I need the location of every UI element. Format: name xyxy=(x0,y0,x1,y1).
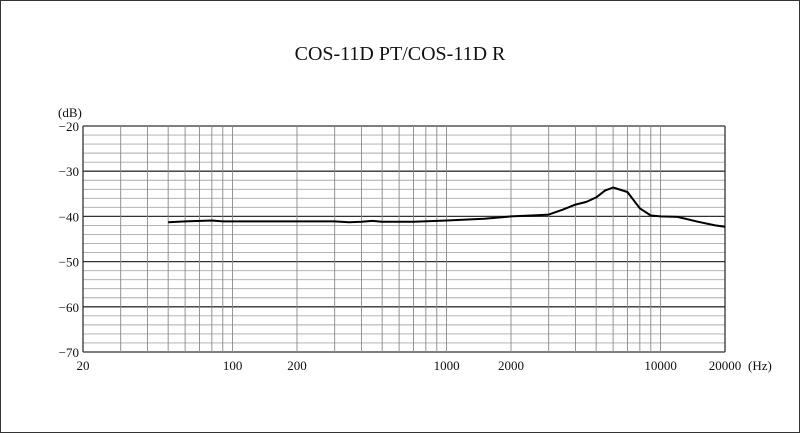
svg-text:20: 20 xyxy=(77,358,90,373)
svg-text:20000: 20000 xyxy=(709,358,742,373)
svg-text:−20: −20 xyxy=(59,119,79,134)
grid xyxy=(82,125,726,353)
svg-text:100: 100 xyxy=(223,358,243,373)
x-axis-unit: (Hz) xyxy=(748,358,772,373)
svg-text:200: 200 xyxy=(287,358,307,373)
svg-text:−30: −30 xyxy=(59,164,79,179)
svg-text:−60: −60 xyxy=(59,300,79,315)
svg-text:−50: −50 xyxy=(59,255,79,270)
svg-text:−40: −40 xyxy=(59,209,79,224)
svg-text:2000: 2000 xyxy=(498,358,524,373)
svg-text:10000: 10000 xyxy=(644,358,677,373)
svg-text:−70: −70 xyxy=(59,345,79,360)
y-axis-unit: (dB) xyxy=(58,105,82,120)
response-curve xyxy=(168,186,726,228)
chart-title: COS-11D PT/COS-11D R xyxy=(294,43,506,65)
svg-text:1000: 1000 xyxy=(434,358,460,373)
